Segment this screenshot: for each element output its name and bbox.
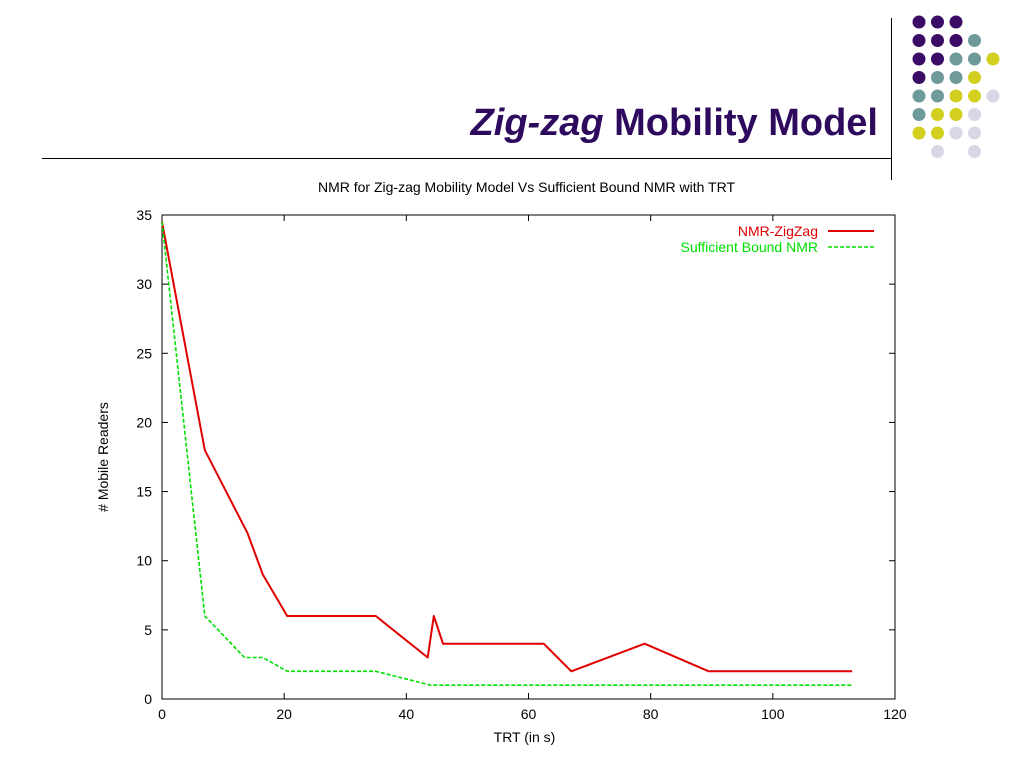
y-tick-label: 25 — [136, 345, 152, 361]
legend-label: Sufficient Bound NMR — [681, 239, 818, 255]
x-tick-label: 0 — [158, 706, 166, 722]
decorative-dot-grid — [912, 15, 1000, 158]
decorative-dot — [912, 52, 926, 66]
series-line-2 — [161, 221, 853, 687]
series-line-1 — [161, 221, 853, 673]
x-tick-label: 100 — [761, 706, 785, 722]
x-axis-label: TRT (in s) — [494, 729, 556, 745]
plot-frame — [161, 214, 896, 700]
decorative-dot — [968, 34, 981, 47]
chart-title: NMR for Zig-zag Mobility Model Vs Suffic… — [318, 179, 735, 195]
y-tick-label: 15 — [136, 484, 152, 500]
line-chart: 0 20 40 60 80 100 120 0 5 10 15 20 25 30 35 NMR for Zig… — [95, 179, 907, 745]
y-tick-label: 5 — [144, 622, 152, 638]
decorative-dot — [931, 108, 944, 121]
decorative-dot — [931, 126, 944, 140]
x-tick-label: 40 — [399, 706, 415, 722]
decorative-dot — [912, 34, 926, 47]
decorative-dot — [931, 89, 944, 103]
decorative-dot — [968, 89, 981, 103]
slide-title-italic: Zig-zag — [470, 102, 604, 144]
x-tick-label: 80 — [643, 706, 659, 722]
y-tick-label: 0 — [144, 691, 152, 707]
decorative-dot — [912, 71, 926, 84]
decorative-dot — [986, 89, 1000, 103]
decorative-dot — [968, 52, 981, 66]
decorative-dot — [949, 52, 963, 66]
x-tick-label: 20 — [276, 706, 292, 722]
slide-title-rest: Mobility Model — [614, 102, 878, 144]
legend-label: NMR-ZigZag — [738, 223, 818, 239]
decorative-dot — [931, 71, 944, 84]
decorative-dot — [912, 89, 926, 103]
decorative-dot — [968, 108, 981, 121]
decorative-dot — [986, 52, 1000, 66]
title-underline — [42, 158, 892, 159]
decorative-dot — [931, 15, 944, 29]
slide-title: Zig-zag Mobility Model — [471, 102, 878, 145]
decorative-dot — [949, 34, 963, 47]
decorative-dot — [949, 108, 963, 121]
decorative-dot — [949, 89, 963, 103]
decorative-dot — [912, 126, 926, 140]
decorative-dot — [949, 71, 963, 84]
decorative-dot — [912, 15, 926, 29]
decorative-dot — [968, 126, 981, 140]
decorative-dot — [968, 71, 981, 84]
decorative-dot — [931, 34, 944, 47]
title-vertical-rule — [891, 18, 892, 180]
x-tick-label: 120 — [883, 706, 907, 722]
decorative-dot — [912, 108, 926, 121]
decorative-dot — [949, 126, 963, 140]
decorative-dot — [931, 52, 944, 66]
y-axis-label: # Mobile Readers — [95, 402, 111, 512]
x-tick-label: 60 — [521, 706, 537, 722]
y-tick-label: 35 — [136, 207, 152, 223]
decorative-dot — [968, 145, 981, 158]
y-tick-label: 30 — [136, 276, 152, 292]
y-tick-label: 10 — [136, 553, 152, 569]
y-tick-label: 20 — [136, 414, 152, 430]
decorative-dot — [931, 145, 944, 158]
decorative-dot — [949, 15, 963, 29]
